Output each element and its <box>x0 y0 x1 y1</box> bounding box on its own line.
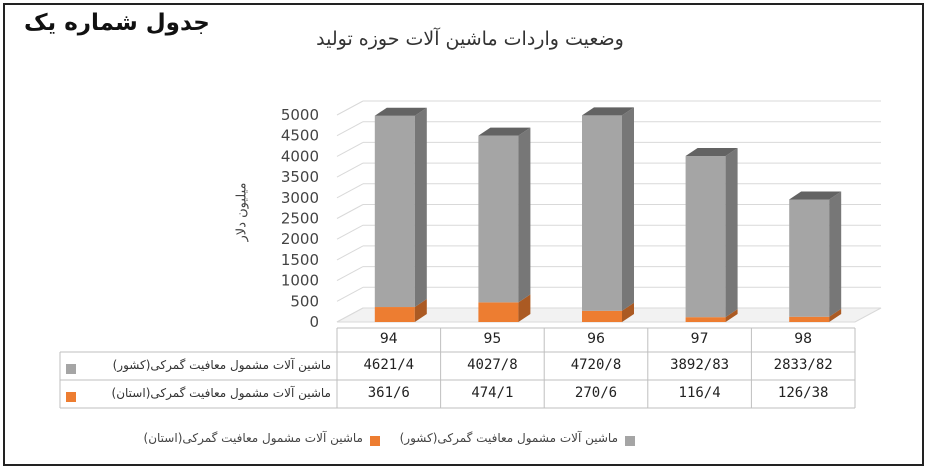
gridline-side <box>336 183 364 199</box>
bar-province <box>582 310 622 322</box>
bar-side <box>414 299 427 322</box>
y-tick-label: 3500 <box>281 168 319 186</box>
bar-province <box>374 307 415 322</box>
y-tick-label: 5000 <box>281 106 319 124</box>
bar-side <box>518 294 531 322</box>
y-tick-label: 3000 <box>281 189 319 207</box>
bar-side <box>518 127 531 303</box>
bar-country <box>789 199 830 317</box>
y-tick-label: 0 <box>309 313 319 331</box>
gridline-side <box>336 121 364 137</box>
bar-side <box>725 148 738 318</box>
bar-side <box>829 308 842 322</box>
table-value: 361/6 <box>367 385 410 401</box>
category-label: 94 <box>379 331 398 347</box>
table-value: 4027/8 <box>467 357 518 373</box>
table-value: 2833/82 <box>773 357 833 373</box>
y-tick-label: 1500 <box>281 251 319 269</box>
bar-province <box>478 302 519 322</box>
legend-swatch <box>370 436 380 446</box>
gridline-side <box>336 141 364 157</box>
bar-top <box>789 191 842 200</box>
bar-side <box>622 107 634 311</box>
bar-province <box>685 317 726 322</box>
bar-side <box>622 302 634 322</box>
table-value: 270/6 <box>574 385 618 401</box>
gridline-side <box>336 224 364 240</box>
chart-title: وضعیت واردات ماشین آلات حوزه تولید <box>316 28 624 50</box>
y-tick-label: 2500 <box>281 210 319 228</box>
table-value: 474/1 <box>471 385 514 401</box>
series-name: ماشین آلات مشمول معافیت گمرکی(کشور) <box>112 358 331 372</box>
bar-top <box>374 107 427 116</box>
bar-country <box>685 156 726 318</box>
bar-side <box>725 309 738 322</box>
y-tick-label: 4500 <box>281 127 319 145</box>
y-tick-label: 500 <box>290 292 319 310</box>
bar-province <box>789 316 830 322</box>
category-label: 98 <box>794 331 813 347</box>
y-tick-label: 1000 <box>281 272 319 290</box>
bar-side <box>414 107 427 308</box>
gridline-side <box>336 100 364 116</box>
table-value: 116/4 <box>678 385 721 401</box>
legend-swatch <box>625 436 635 446</box>
y-tick-label: 4000 <box>281 147 319 165</box>
bar-country <box>582 115 622 311</box>
table-value: 4621/4 <box>363 357 415 373</box>
gridline-side <box>336 162 364 178</box>
gridline-side <box>336 266 364 282</box>
series-swatch <box>66 364 76 374</box>
bar-country <box>478 135 519 303</box>
category-label: 95 <box>483 331 502 347</box>
chart-frame <box>3 3 924 466</box>
gridline-side <box>336 245 364 261</box>
bar-side <box>829 191 842 317</box>
table-value: 126/38 <box>777 385 829 401</box>
table-value: 3892/83 <box>670 357 730 373</box>
category-label: 97 <box>690 331 709 347</box>
legend-label: ماشین آلات مشمول معافیت گمرکی(استان) <box>143 431 363 445</box>
y-tick-label: 2000 <box>281 230 319 248</box>
table-number-label: جدول شماره یک <box>24 10 210 36</box>
table-value: 4720/8 <box>570 357 622 373</box>
bar-top <box>582 107 634 116</box>
gridline-side <box>336 286 364 302</box>
bar-top <box>478 127 531 136</box>
legend-label: ماشین آلات مشمول معافیت گمرکی(کشور) <box>399 431 618 445</box>
gridline-side <box>336 204 364 219</box>
bar-top <box>685 148 738 157</box>
series-name: ماشین آلات مشمول معافیت گمرکی(استان) <box>111 386 331 400</box>
bar-country <box>374 115 415 308</box>
category-label: 96 <box>587 331 605 347</box>
series-swatch <box>66 392 76 402</box>
